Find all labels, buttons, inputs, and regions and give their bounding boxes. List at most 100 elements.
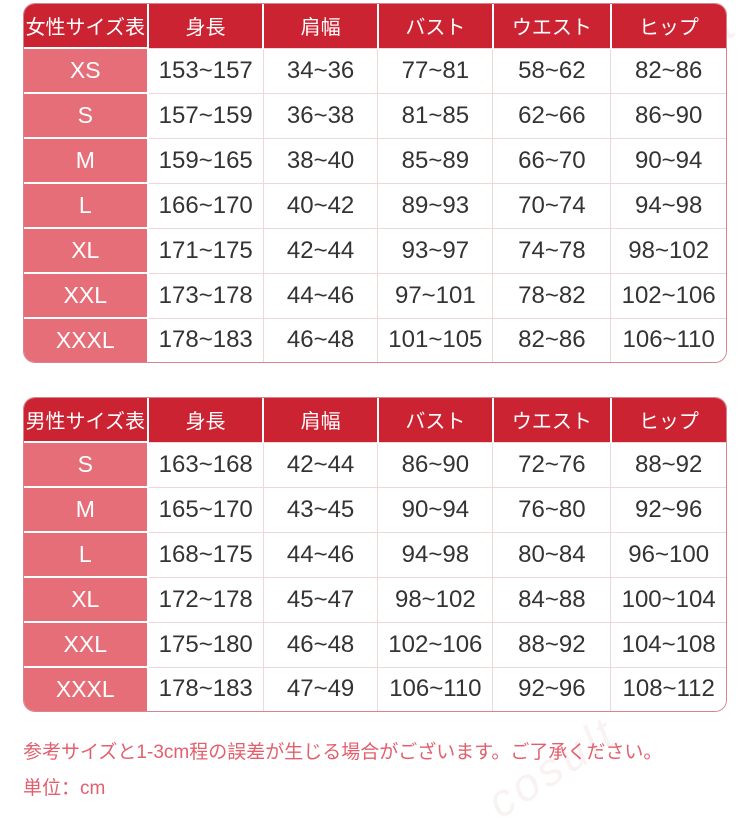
value-cell: 106~110: [610, 317, 726, 362]
value-cell: 85~89: [377, 137, 494, 183]
value-cell: 92~96: [610, 486, 726, 532]
column-header: 身長: [147, 4, 265, 48]
value-cell: 101~105: [377, 317, 494, 362]
value-cell: 102~106: [377, 621, 494, 667]
value-cell: 84~88: [492, 576, 612, 622]
table-row: M 165~170 43~45 90~94 76~80 92~96: [24, 486, 726, 532]
table-title: 女性サイズ表: [24, 4, 149, 48]
women-size-table: 女性サイズ表 身長 肩幅 バスト ウエスト ヒップ XS 153~157 34~36 77~81 5…: [23, 3, 727, 363]
men-size-table: 男性サイズ表 身長 肩幅 バスト ウエスト ヒップ S 163~168 42~44 86~90 72…: [23, 397, 727, 712]
value-cell: 46~48: [263, 621, 379, 667]
value-cell: 108~112: [610, 666, 726, 711]
size-label: M: [24, 137, 149, 183]
table-row: S 157~159 36~38 81~85 62~66 86~90: [24, 92, 726, 138]
column-header: ウエスト: [492, 4, 612, 48]
column-header: ヒップ: [610, 398, 726, 442]
size-label: XL: [24, 227, 149, 273]
value-cell: 77~81: [377, 47, 494, 93]
value-cell: 171~175: [147, 227, 264, 273]
value-cell: 36~38: [263, 92, 379, 138]
value-cell: 78~82: [492, 272, 612, 318]
value-cell: 42~44: [263, 441, 379, 487]
size-label: XXL: [24, 621, 149, 667]
value-cell: 82~86: [610, 47, 726, 93]
size-label: S: [24, 92, 149, 138]
table-row: XL 171~175 42~44 93~97 74~78 98~102: [24, 227, 726, 273]
value-cell: 100~104: [610, 576, 726, 622]
value-cell: 66~70: [492, 137, 612, 183]
column-header: ウエスト: [492, 398, 612, 442]
value-cell: 173~178: [147, 272, 264, 318]
size-label: XS: [24, 47, 149, 93]
value-cell: 58~62: [492, 47, 612, 93]
header-row: 男性サイズ表 身長 肩幅 バスト ウエスト ヒップ: [24, 398, 726, 442]
table-title: 男性サイズ表: [24, 398, 149, 442]
value-cell: 46~48: [263, 317, 379, 362]
table-row: M 159~165 38~40 85~89 66~70 90~94: [24, 137, 726, 183]
value-cell: 93~97: [377, 227, 494, 273]
value-cell: 97~101: [377, 272, 494, 318]
note-unit: 単位：cm: [23, 778, 106, 799]
value-cell: 80~84: [492, 531, 612, 577]
value-cell: 157~159: [147, 92, 264, 138]
size-table-grid: 男性サイズ表 身長 肩幅 バスト ウエスト ヒップ S 163~168 42~44 86~90 72…: [24, 398, 726, 711]
value-cell: 43~45: [263, 486, 379, 532]
value-cell: 106~110: [377, 666, 494, 711]
value-cell: 88~92: [492, 621, 612, 667]
value-cell: 172~178: [147, 576, 264, 622]
column-header: バスト: [377, 398, 494, 442]
value-cell: 74~78: [492, 227, 612, 273]
size-label: XXXL: [24, 317, 149, 362]
value-cell: 90~94: [610, 137, 726, 183]
value-cell: 82~86: [492, 317, 612, 362]
value-cell: 38~40: [263, 137, 379, 183]
size-label: S: [24, 441, 149, 487]
value-cell: 165~170: [147, 486, 264, 532]
table-row: XXL 173~178 44~46 97~101 78~82 102~106: [24, 272, 726, 318]
note-tolerance: 参考サイズと1-3cm程の誤差が生じる場合がございます。ご了承ください。: [23, 742, 663, 763]
table-row: XXL 175~180 46~48 102~106 88~92 104~108: [24, 621, 726, 667]
value-cell: 76~80: [492, 486, 612, 532]
value-cell: 98~102: [610, 227, 726, 273]
column-header: 身長: [147, 398, 265, 442]
value-cell: 89~93: [377, 182, 494, 228]
value-cell: 34~36: [263, 47, 379, 93]
table-row: S 163~168 42~44 86~90 72~76 88~92: [24, 441, 726, 487]
size-label: XL: [24, 576, 149, 622]
value-cell: 86~90: [610, 92, 726, 138]
column-header: ヒップ: [610, 4, 726, 48]
value-cell: 92~96: [492, 666, 612, 711]
value-cell: 44~46: [263, 272, 379, 318]
header-row: 女性サイズ表 身長 肩幅 バスト ウエスト ヒップ: [24, 4, 726, 48]
size-table-grid: 女性サイズ表 身長 肩幅 バスト ウエスト ヒップ XS 153~157 34~36 77~81 5…: [24, 4, 726, 362]
value-cell: 88~92: [610, 441, 726, 487]
table-row: L 166~170 40~42 89~93 70~74 94~98: [24, 182, 726, 228]
value-cell: 178~183: [147, 317, 264, 362]
value-cell: 96~100: [610, 531, 726, 577]
column-header: 肩幅: [263, 4, 379, 48]
size-label: XXXL: [24, 666, 149, 711]
value-cell: 94~98: [377, 531, 494, 577]
value-cell: 178~183: [147, 666, 264, 711]
table-row: L 168~175 44~46 94~98 80~84 96~100: [24, 531, 726, 577]
table-row: XL 172~178 45~47 98~102 84~88 100~104: [24, 576, 726, 622]
value-cell: 90~94: [377, 486, 494, 532]
column-header: バスト: [377, 4, 494, 48]
value-cell: 70~74: [492, 182, 612, 228]
value-cell: 159~165: [147, 137, 264, 183]
value-cell: 153~157: [147, 47, 264, 93]
value-cell: 94~98: [610, 182, 726, 228]
value-cell: 40~42: [263, 182, 379, 228]
size-label: L: [24, 182, 149, 228]
size-label: L: [24, 531, 149, 577]
value-cell: 86~90: [377, 441, 494, 487]
table-row: XS 153~157 34~36 77~81 58~62 82~86: [24, 47, 726, 93]
value-cell: 42~44: [263, 227, 379, 273]
value-cell: 102~106: [610, 272, 726, 318]
value-cell: 163~168: [147, 441, 264, 487]
value-cell: 62~66: [492, 92, 612, 138]
size-label: XXL: [24, 272, 149, 318]
value-cell: 81~85: [377, 92, 494, 138]
value-cell: 175~180: [147, 621, 264, 667]
